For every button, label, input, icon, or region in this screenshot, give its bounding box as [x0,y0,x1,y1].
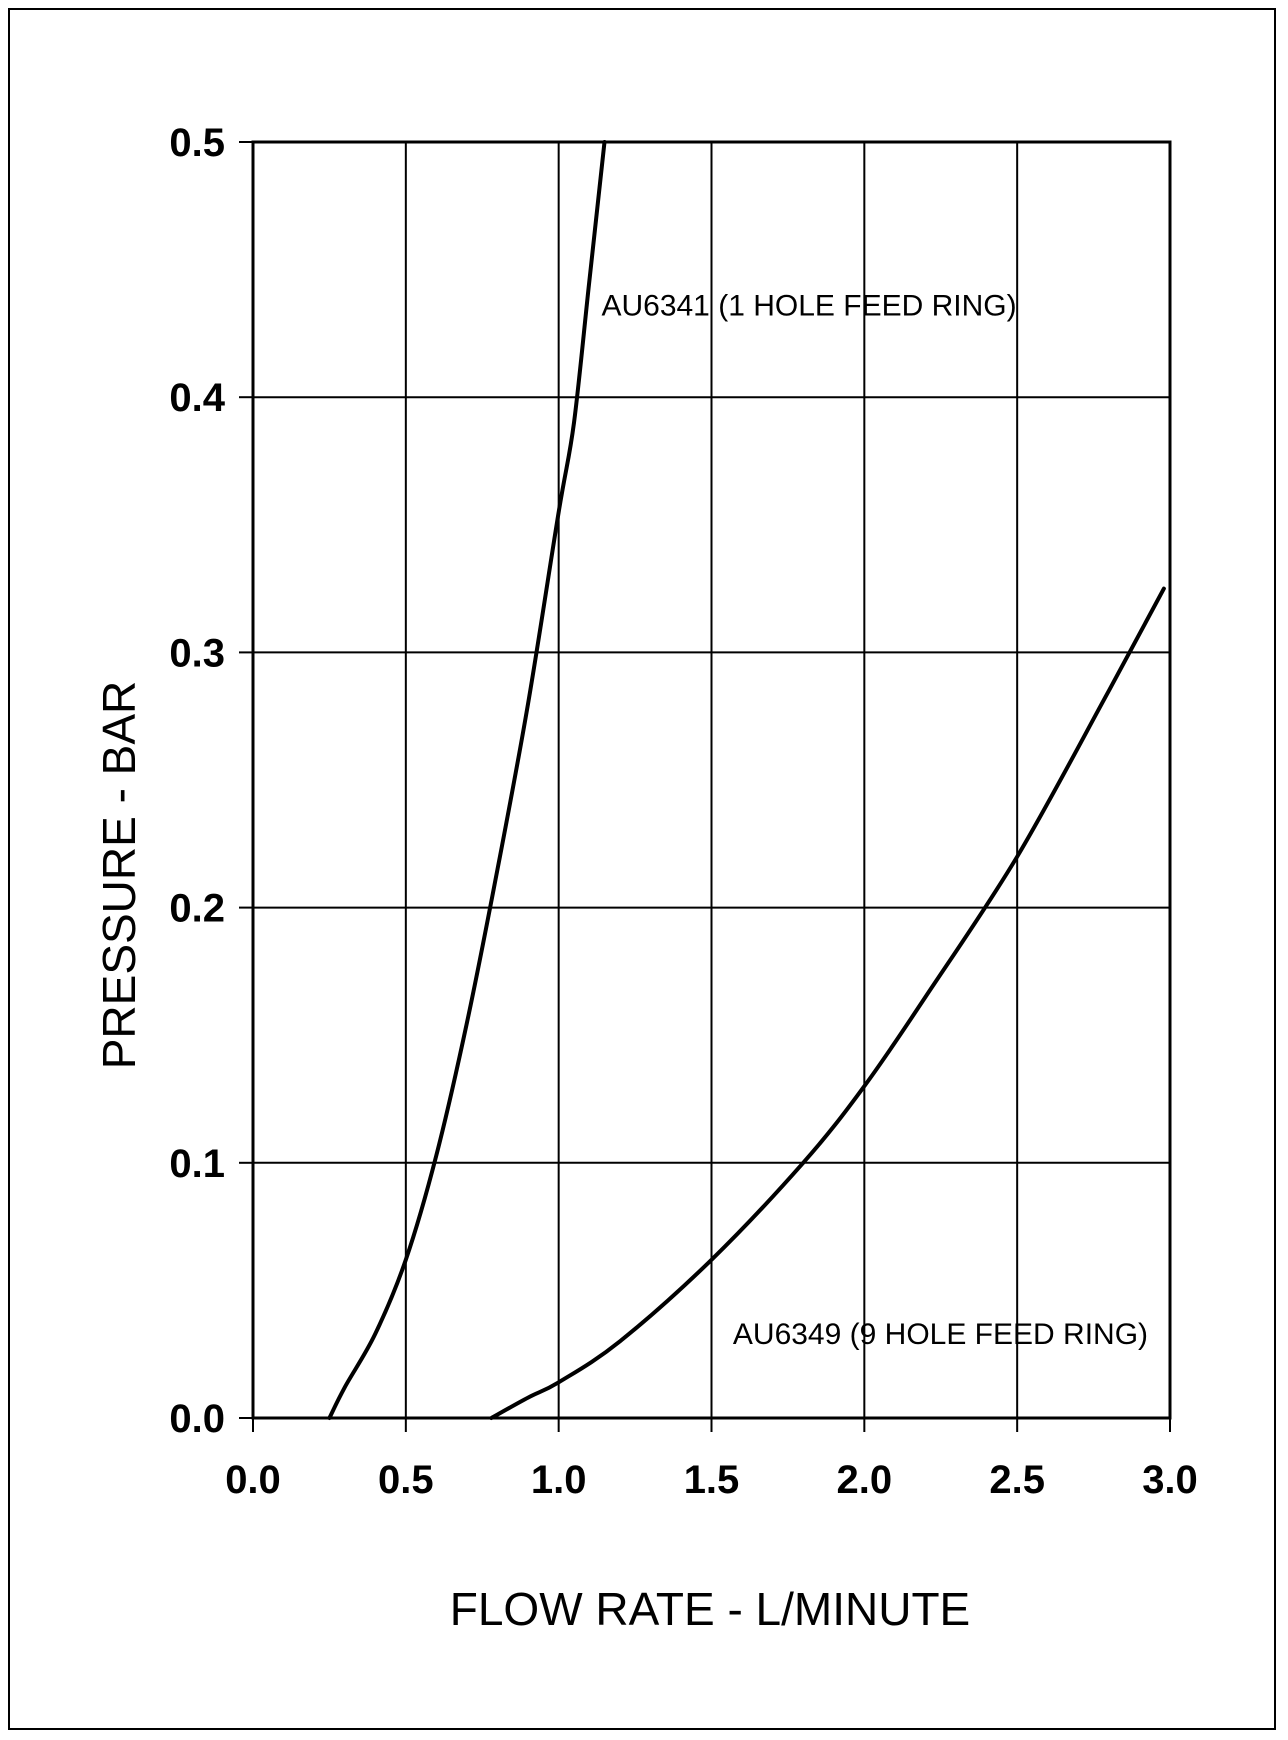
series-line-1 [327,140,607,1420]
y-axis-title: PRESSURE - BAR [93,681,145,1070]
y-tick-label: 0.2 [169,887,225,931]
series-curves [327,140,1166,1420]
grid [252,141,1171,1419]
y-axis-ticks: 0.0 0.1 0.2 0.3 0.4 0.5 [169,121,253,1441]
x-tick-label: 1.5 [684,1458,740,1502]
x-axis-ticks: 0.0 0.5 1.0 1.5 2.0 2.5 3.0 [225,1418,1198,1502]
y-tick-label: 0.4 [169,376,225,420]
y-tick-label: 0.5 [169,121,225,165]
series-label-au6341: AU6341 (1 HOLE FEED RING) [601,290,1016,323]
series-line-2 [489,586,1166,1420]
chart-frame [8,8,1276,1730]
series-label-au6349: AU6349 (9 HOLE FEED RING) [733,1318,1148,1351]
x-tick-label: 3.0 [1142,1458,1198,1502]
x-axis-title: FLOW RATE - L/MINUTE [450,1583,971,1635]
x-tick-label: 1.0 [531,1458,587,1502]
y-tick-label: 0.1 [169,1142,225,1186]
x-tick-label: 0.5 [378,1458,434,1502]
series-annotations: AU6341 (1 HOLE FEED RING) AU6349 (9 HOLE … [601,290,1148,1351]
x-tick-label: 2.5 [989,1458,1045,1502]
x-tick-label: 0.0 [225,1458,281,1502]
y-tick-label: 0.3 [169,631,225,675]
x-tick-label: 2.0 [837,1458,893,1502]
y-tick-label: 0.0 [169,1397,225,1441]
